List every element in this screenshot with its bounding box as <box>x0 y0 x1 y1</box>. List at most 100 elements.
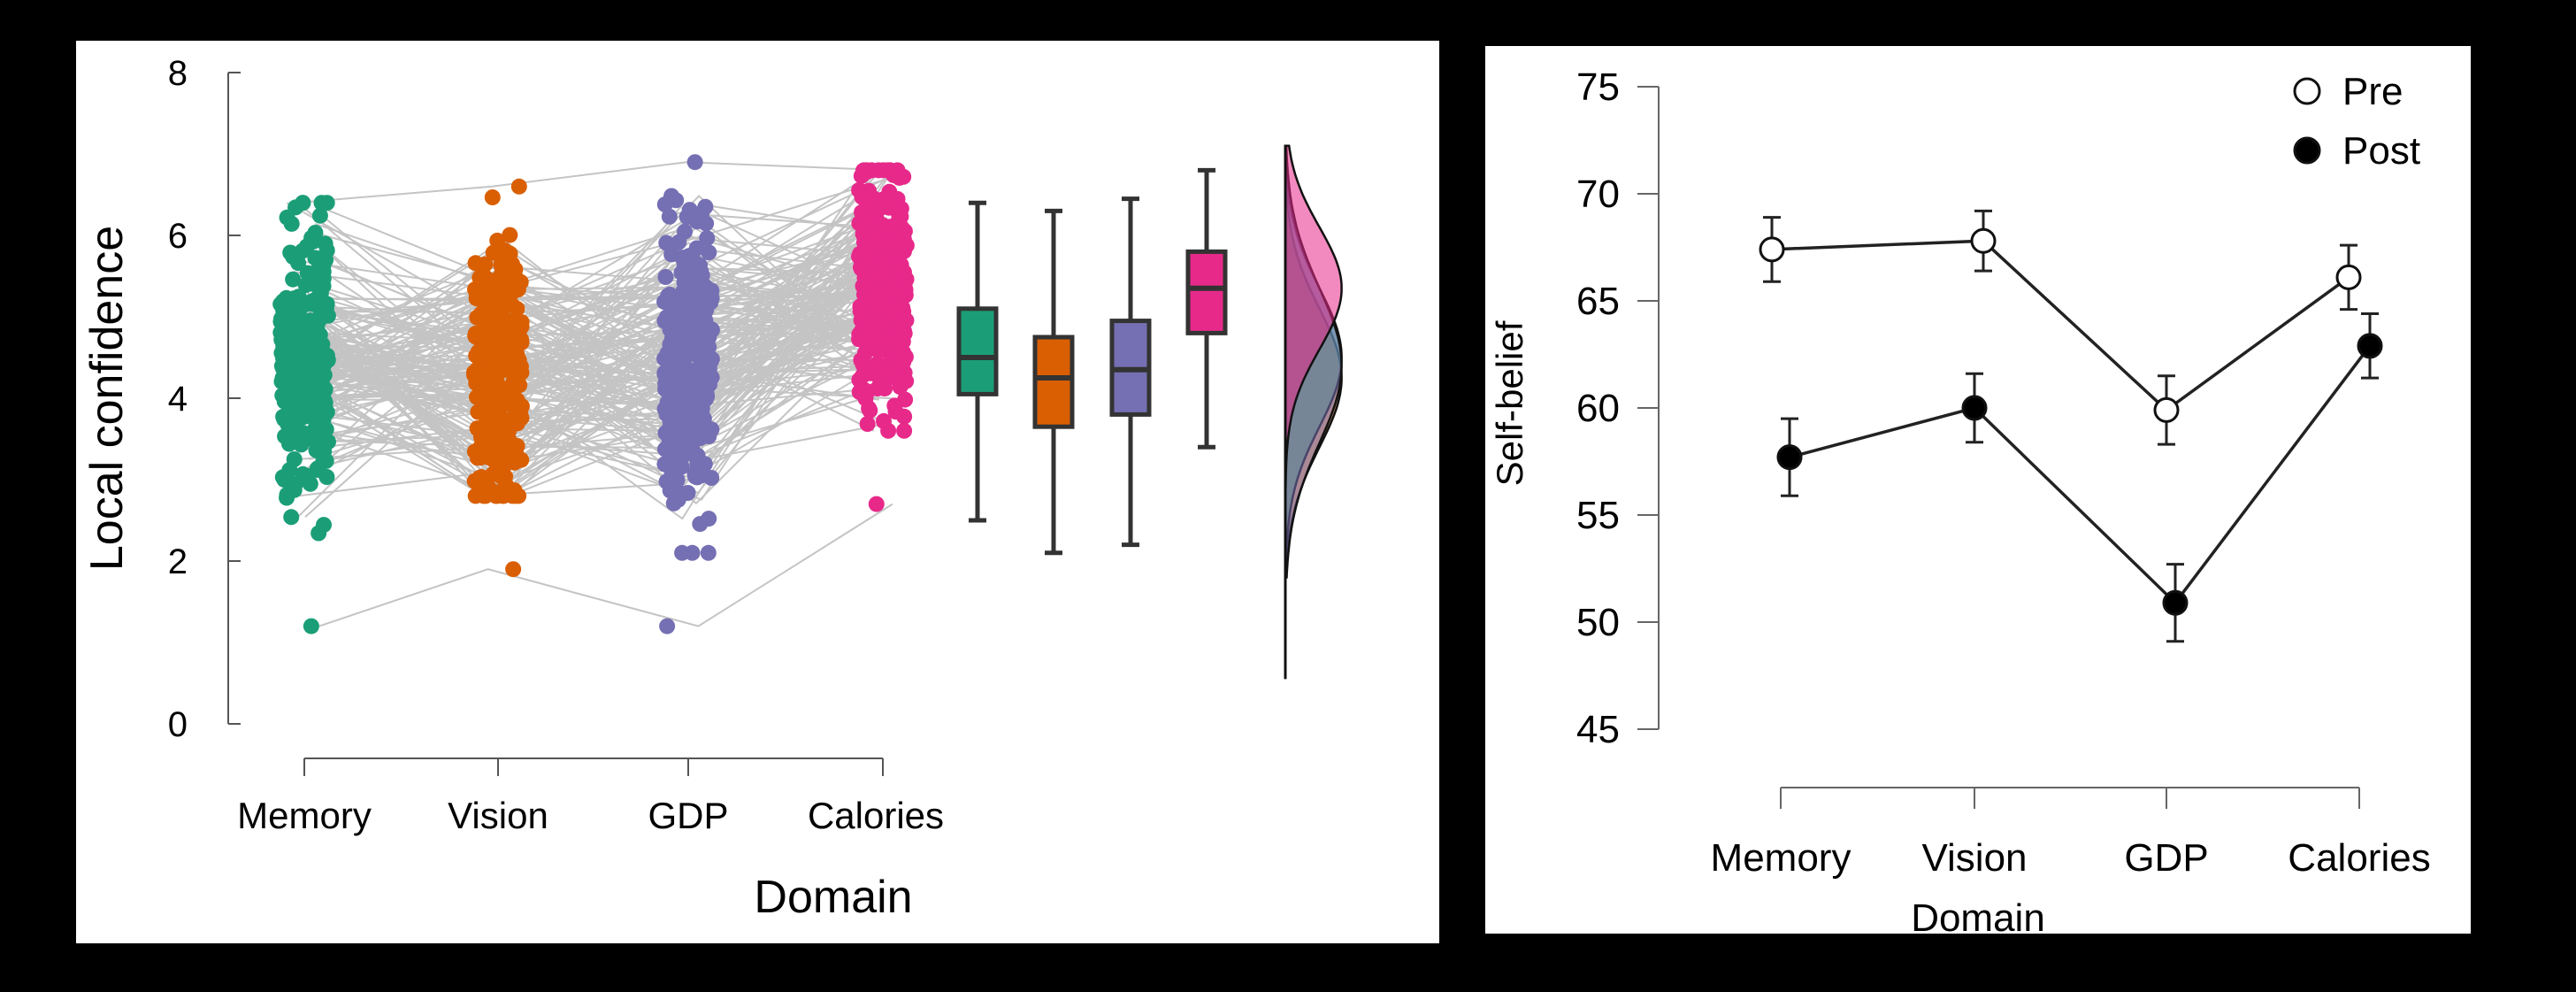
paired-line <box>313 222 897 478</box>
point-gdp <box>680 343 697 360</box>
point-memory <box>282 244 299 261</box>
point-calories <box>859 383 876 400</box>
point-vision <box>510 407 527 423</box>
point-post <box>1961 395 1988 421</box>
point-gdp <box>695 342 712 359</box>
point-vision <box>489 462 506 479</box>
point-memory <box>311 368 328 385</box>
self-belief-chart: 45 50 55 60 65 70 75 Self-belief Memory Vision GDP… <box>1489 65 2431 934</box>
point-gdp <box>659 618 676 634</box>
paired-line <box>288 321 870 461</box>
y-tick-label: 75 <box>1576 65 1620 109</box>
paired-line <box>320 198 876 490</box>
point-gdp <box>692 304 709 319</box>
point-memory <box>299 408 316 425</box>
point-memory <box>296 380 313 396</box>
point-vision <box>478 311 494 327</box>
x-tick-label: Vision <box>1921 836 2027 880</box>
point-memory <box>312 285 329 302</box>
point-vision <box>513 451 530 468</box>
point-calories <box>887 216 904 233</box>
paired-lines <box>286 161 901 627</box>
point-gdp <box>663 444 680 461</box>
box-memory <box>956 306 999 396</box>
point-calories <box>886 258 903 274</box>
point-vision <box>486 335 502 352</box>
point-calories <box>868 496 885 512</box>
point-memory <box>310 525 327 542</box>
paired-line <box>304 252 883 422</box>
data-points <box>272 154 915 634</box>
self-belief-panel: 45 50 55 60 65 70 75 Self-belief Memory Vision GDP… <box>1485 46 2471 934</box>
point-calories <box>851 326 868 342</box>
point-calories <box>892 240 908 257</box>
point-memory <box>311 383 328 400</box>
point-calories <box>875 162 892 179</box>
point-vision <box>501 432 518 449</box>
series <box>1759 209 2383 643</box>
paired-line <box>288 231 896 397</box>
paired-line <box>289 281 887 397</box>
raincloud-chart: 0 2 4 6 8 Local confidence Memory Vision GDP Calo… <box>81 54 1343 923</box>
point-calories <box>887 354 904 371</box>
paired-line <box>299 278 890 393</box>
point-vision <box>503 256 520 273</box>
x-tick-label: Calories <box>808 795 944 836</box>
point-memory <box>312 347 329 364</box>
paired-line <box>304 316 871 380</box>
paired-line <box>317 221 886 440</box>
boxplots <box>956 167 1228 556</box>
x-tick-label: GDP <box>648 795 728 836</box>
point-calories <box>874 358 891 374</box>
y-tick-label: 55 <box>1576 494 1620 537</box>
paired-line <box>288 234 878 429</box>
point-calories <box>851 372 868 388</box>
point-pre <box>2335 264 2362 290</box>
paired-line <box>293 247 900 462</box>
point-gdp <box>701 244 717 261</box>
paired-line <box>297 281 894 400</box>
x-tick-label: Memory <box>1711 836 1852 880</box>
point-calories <box>855 162 871 179</box>
legend-marker-post <box>2293 136 2321 165</box>
point-gdp <box>692 516 709 533</box>
point-memory <box>311 207 328 224</box>
point-gdp <box>698 363 715 380</box>
y-tick-label: 60 <box>1576 387 1620 430</box>
point-memory <box>280 358 296 374</box>
axes: 45 50 55 60 65 70 75 Self-belief Memory Vision GDP… <box>1489 65 2431 934</box>
point-pre <box>1759 236 1785 263</box>
point-calories <box>896 422 913 439</box>
paired-line <box>320 249 886 391</box>
point-gdp <box>686 154 703 171</box>
point-calories <box>897 311 914 328</box>
point-pre <box>1970 227 1997 254</box>
point-memory <box>295 195 311 211</box>
axes: 0 2 4 6 8 Local confidence Memory Vision GDP Calo… <box>81 54 944 923</box>
point-vision <box>488 373 505 389</box>
point-memory <box>318 469 335 485</box>
point-vision <box>502 227 518 243</box>
x-axis-title: Domain <box>754 872 912 923</box>
point-calories <box>873 275 890 292</box>
y-axis-title: Self-belief <box>1489 320 1530 486</box>
paired-line <box>306 368 879 443</box>
point-vision <box>470 289 487 306</box>
point-memory <box>272 296 289 312</box>
point-vision <box>504 297 521 314</box>
point-gdp <box>688 240 705 257</box>
point-vision <box>478 270 494 286</box>
point-calories <box>891 169 908 186</box>
point-calories <box>861 182 878 199</box>
point-gdp <box>668 192 685 209</box>
point-memory <box>272 324 289 341</box>
density-curves <box>1284 144 1343 680</box>
series-line-pre <box>1771 239 2350 412</box>
point-calories <box>862 287 878 304</box>
point-memory <box>315 270 332 287</box>
paired-line <box>314 283 893 486</box>
y-tick-label: 2 <box>168 542 188 581</box>
point-vision <box>500 447 517 464</box>
paired-line <box>307 211 870 381</box>
point-memory <box>302 312 318 329</box>
